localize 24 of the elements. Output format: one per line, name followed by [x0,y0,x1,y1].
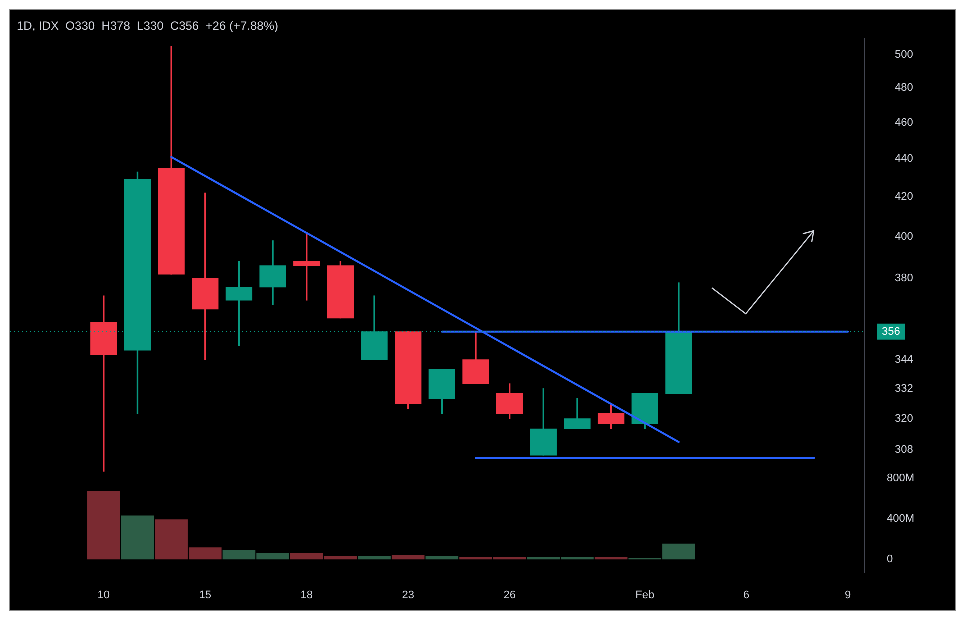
y-tick-label: 420 [895,191,914,204]
y-tick-label: 500 [895,48,914,61]
y-tick-label: 460 [895,116,914,129]
x-tick-label: 23 [402,589,414,602]
y2-tick-label: 800M [887,472,915,485]
y-tick-label: 400 [895,230,914,243]
ref-line-label: 356 [882,326,900,338]
y-tick-label: 344 [895,354,914,366]
y2-tick-label: 400M [887,513,915,526]
y-tick-label: 332 [895,382,914,395]
x-tick-label: 18 [300,589,313,602]
y-tick-label: 440 [895,153,914,166]
chart-title: 1D, IDX O330 H378 L330 C356 +26 (+7.88%) [17,19,278,33]
y-tick-label: 480 [895,82,914,94]
y-tick-label: 320 [895,412,914,425]
x-tick-label: 9 [845,589,852,602]
x-tick-label: 6 [744,589,750,602]
x-tick-label: 10 [98,589,110,602]
x-tick-label: 15 [199,589,212,602]
y2-tick-label: 0 [887,554,894,566]
x-tick-label: 26 [504,589,516,602]
x-tick-label: Feb [636,589,655,602]
y-tick-label: 380 [895,272,914,285]
y-tick-label: 308 [895,444,914,456]
